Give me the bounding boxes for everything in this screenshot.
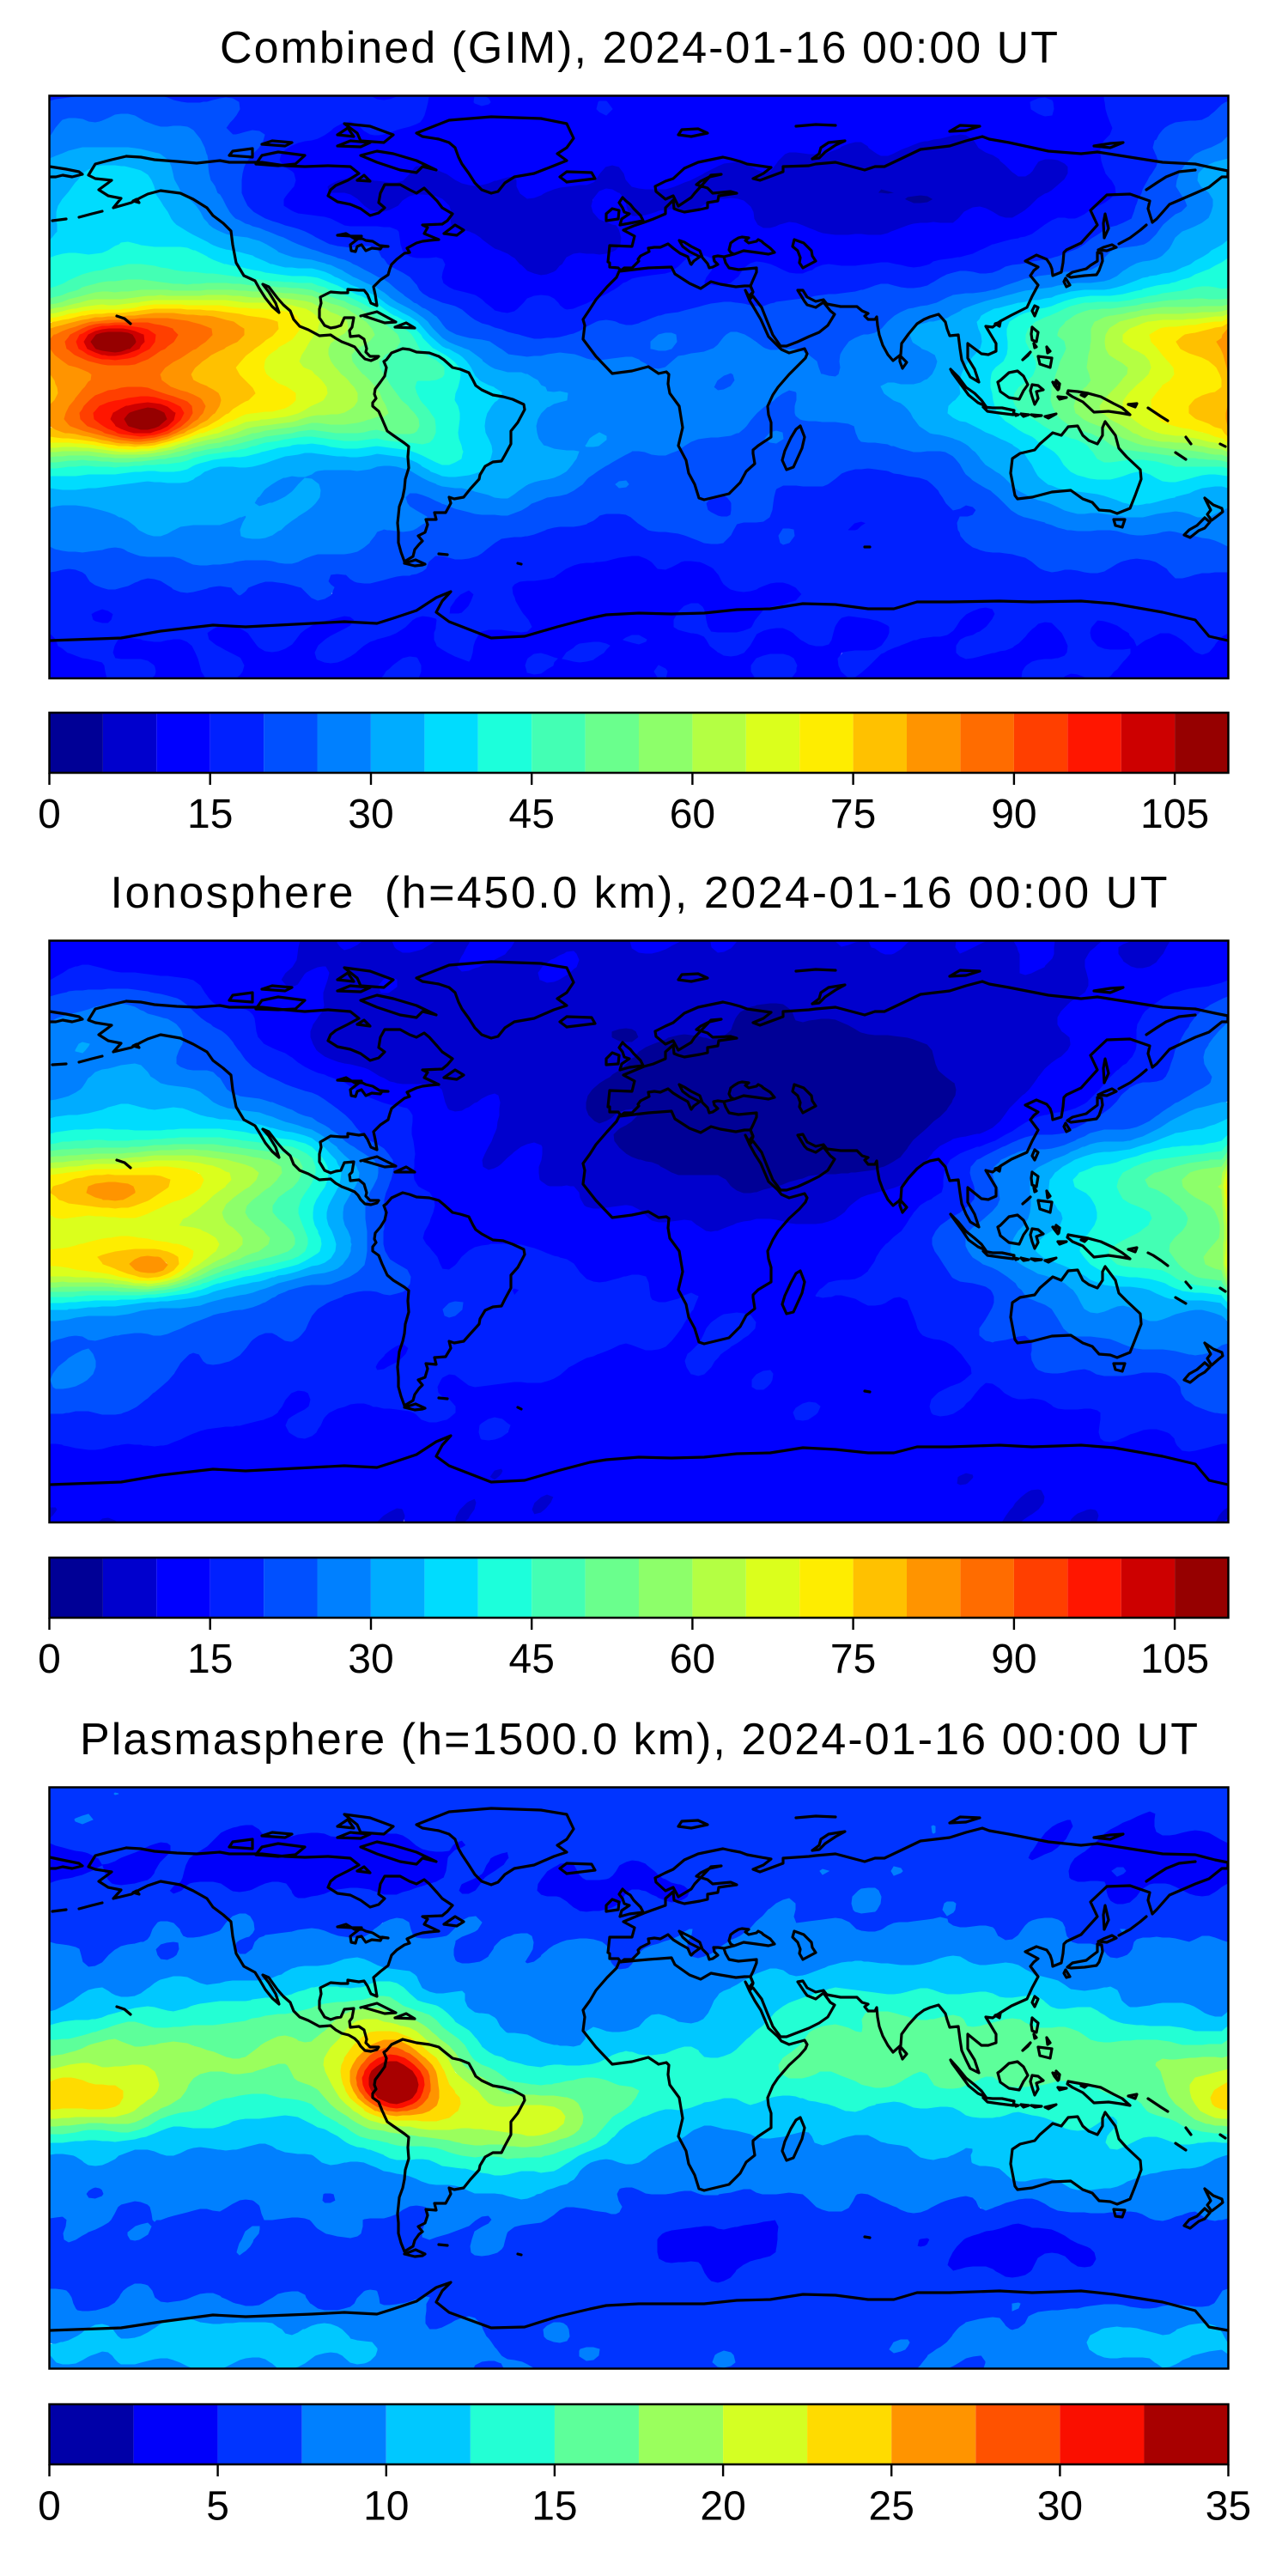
svg-text:105: 105	[1140, 792, 1209, 837]
svg-text:20: 20	[700, 2484, 745, 2530]
svg-text:30: 30	[348, 1637, 393, 1682]
svg-text:Combined (GIM), 2024-01-16 00:: Combined (GIM), 2024-01-16 00:00 UT	[220, 23, 1058, 73]
svg-text:35: 35	[1206, 2484, 1251, 2530]
svg-text:10: 10	[363, 2484, 409, 2530]
svg-text:45: 45	[509, 1637, 555, 1682]
svg-text:60: 60	[670, 1637, 715, 1682]
svg-text:15: 15	[187, 792, 233, 837]
svg-text:0: 0	[38, 792, 61, 837]
svg-text:0: 0	[38, 1637, 61, 1682]
svg-text:105: 105	[1140, 1637, 1209, 1682]
svg-text:45: 45	[509, 792, 555, 837]
svg-text:5: 5	[206, 2484, 229, 2530]
svg-text:Ionosphere (h=450.0 km), 2024: Ionosphere (h=450.0 km), 2024-01-16 00:0…	[111, 868, 1168, 918]
svg-text:75: 75	[830, 792, 876, 837]
svg-text:90: 90	[991, 1637, 1036, 1682]
svg-text:0: 0	[38, 2484, 61, 2530]
svg-text:Plasmasphere (h=1500.0 km), 20: Plasmasphere (h=1500.0 km), 2024-01-16 0…	[80, 1715, 1198, 1765]
svg-text:30: 30	[348, 792, 393, 837]
svg-text:30: 30	[1037, 2484, 1083, 2530]
svg-text:60: 60	[670, 792, 715, 837]
svg-text:25: 25	[869, 2484, 914, 2530]
svg-text:75: 75	[830, 1637, 876, 1682]
svg-text:90: 90	[991, 792, 1036, 837]
svg-text:15: 15	[187, 1637, 233, 1682]
svg-text:15: 15	[532, 2484, 577, 2530]
